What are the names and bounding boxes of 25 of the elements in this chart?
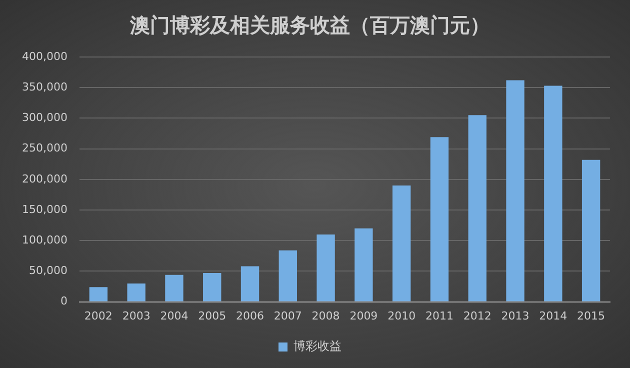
chart-title: 澳门博彩及相关服务收益（百万澳门元） — [129, 13, 490, 38]
x-tick-label: 2005 — [198, 309, 226, 322]
y-tick-label: 50,000 — [28, 264, 68, 278]
x-tick-label: 2006 — [236, 309, 264, 322]
x-tick-label: 2011 — [425, 309, 454, 322]
x-tick-label: 2008 — [312, 309, 340, 322]
y-tick-label: 200,000 — [22, 172, 68, 186]
x-tick-label: 2010 — [388, 309, 416, 322]
y-tick-label: 100,000 — [22, 233, 68, 246]
x-tick-label: 2013 — [501, 309, 530, 322]
x-tick-label: 2004 — [160, 309, 188, 322]
y-tick-label: 300,000 — [22, 111, 68, 124]
x-tick-label: 2014 — [539, 309, 568, 322]
x-tick-label: 2015 — [577, 309, 606, 322]
y-tick-label: 0 — [60, 294, 68, 308]
y-tick-label: 150,000 — [22, 202, 68, 216]
x-tick-label: 2009 — [350, 309, 378, 322]
y-tick-label: 250,000 — [22, 142, 68, 155]
x-tick-label: 2002 — [84, 309, 112, 322]
y-tick-label: 400,000 — [22, 50, 68, 63]
x-tick-label: 2007 — [274, 309, 302, 322]
y-tick-label: 350,000 — [22, 80, 68, 94]
x-tick-label: 2012 — [463, 309, 492, 322]
x-tick-label: 2003 — [122, 309, 150, 322]
legend-label: 博彩收益 — [294, 339, 342, 354]
